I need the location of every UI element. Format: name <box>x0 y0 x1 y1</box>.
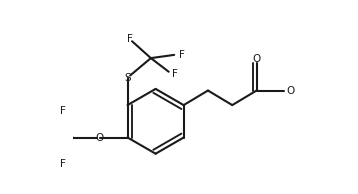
Text: O: O <box>286 86 295 95</box>
Text: F: F <box>60 107 66 116</box>
Text: F: F <box>172 68 178 79</box>
Text: F: F <box>179 50 185 60</box>
Text: S: S <box>124 73 131 83</box>
Text: O: O <box>252 54 261 64</box>
Text: O: O <box>96 133 104 143</box>
Text: F: F <box>60 158 66 169</box>
Text: F: F <box>127 34 133 44</box>
